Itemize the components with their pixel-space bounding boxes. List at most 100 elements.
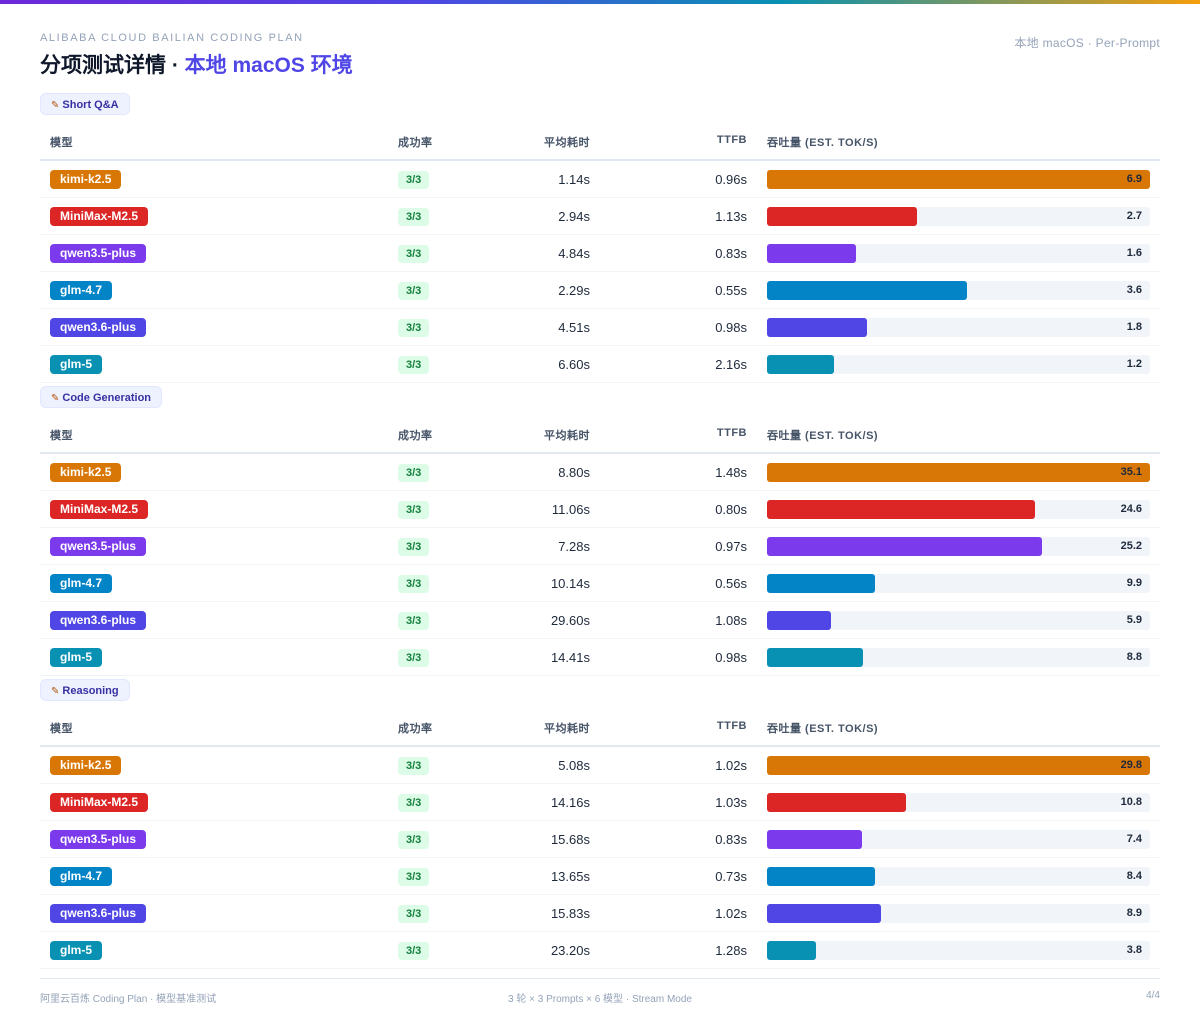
- avg-time-value: 10.14s: [550, 576, 590, 591]
- success-rate-badge: 3/3: [398, 942, 430, 960]
- page-header: ALIBABA CLOUD BAILIAN CODING PLAN 分项测试详情…: [40, 32, 1160, 78]
- page-title: 分项测试详情 · 本地 macOS 环境: [40, 49, 1160, 79]
- ttfb-value: 0.83s: [715, 832, 747, 847]
- table-row: glm-5 3/3 6.60s 2.16s 1.2: [40, 346, 1160, 383]
- ttfb-value: 0.55s: [715, 283, 747, 298]
- success-rate-badge: 3/3: [398, 245, 430, 263]
- ttfb-value: 0.80s: [715, 502, 747, 517]
- throughput-value: 29.8: [1120, 759, 1142, 771]
- throughput-bar: [767, 941, 816, 960]
- table-row: MiniMax-M2.5 3/3 14.16s 1.03s 10.8: [40, 784, 1160, 821]
- table-row: qwen3.6-plus 3/3 4.51s 0.98s 1.8: [40, 309, 1160, 346]
- throughput-bar-track: 25.2: [767, 537, 1150, 556]
- throughput-bar-track: 35.1: [767, 463, 1150, 482]
- table-row: kimi-k2.5 3/3 1.14s 0.96s 6.9: [40, 161, 1160, 198]
- throughput-bar-track: 6.9: [767, 170, 1150, 189]
- throughput-bar-track: 24.6: [767, 500, 1150, 519]
- throughput-bar: [767, 574, 875, 593]
- column-header-throughput: 吞吐量 (EST. TOK/S): [767, 723, 879, 735]
- model-badge: kimi-k2.5: [50, 170, 122, 189]
- table-row: glm-4.7 3/3 2.29s 0.55s 3.6: [40, 272, 1160, 309]
- model-badge: qwen3.5-plus: [50, 537, 147, 556]
- table-row: glm-5 3/3 14.41s 0.98s 8.8: [40, 639, 1160, 676]
- column-header-model: 模型: [50, 430, 73, 442]
- column-header-ttfb: TTFB: [716, 427, 747, 439]
- footer-page-number: 4/4: [1146, 990, 1160, 1001]
- avg-time-value: 14.41s: [550, 650, 590, 665]
- model-badge: glm-5: [50, 355, 103, 374]
- success-rate-badge: 3/3: [398, 575, 430, 593]
- avg-time-value: 15.83s: [550, 906, 590, 921]
- table-header: 模型 成功率 平均耗时 TTFB 吞吐量 (EST. TOK/S): [40, 417, 1160, 454]
- throughput-bar: [767, 904, 882, 923]
- avg-time-value: 15.68s: [550, 832, 590, 847]
- column-header-ttfb: TTFB: [716, 720, 747, 732]
- avg-time-value: 14.16s: [550, 795, 590, 810]
- throughput-bar: [767, 793, 906, 812]
- throughput-bar-track: 2.7: [767, 207, 1150, 226]
- throughput-value: 1.2: [1126, 358, 1142, 370]
- table-row: qwen3.6-plus 3/3 29.60s 1.08s 5.9: [40, 602, 1160, 639]
- throughput-bar: [767, 500, 1036, 519]
- ttfb-value: 0.73s: [715, 869, 747, 884]
- ttfb-value: 1.02s: [715, 758, 747, 773]
- throughput-value: 1.6: [1126, 247, 1142, 259]
- throughput-bar-track: 1.6: [767, 244, 1150, 263]
- throughput-value: 7.4: [1126, 833, 1142, 845]
- avg-time-value: 29.60s: [550, 613, 590, 628]
- model-badge: qwen3.5-plus: [50, 830, 147, 849]
- success-rate-badge: 3/3: [398, 757, 430, 775]
- throughput-value: 25.2: [1120, 540, 1142, 552]
- table-row: qwen3.5-plus 3/3 15.68s 0.83s 7.4: [40, 821, 1160, 858]
- model-badge: kimi-k2.5: [50, 463, 122, 482]
- ttfb-value: 0.97s: [715, 539, 747, 554]
- throughput-bar: [767, 830, 863, 849]
- model-badge: qwen3.6-plus: [50, 318, 147, 337]
- success-rate-badge: 3/3: [398, 208, 430, 226]
- throughput-bar: [767, 170, 1150, 189]
- success-rate-badge: 3/3: [398, 319, 430, 337]
- model-badge: qwen3.6-plus: [50, 611, 147, 630]
- throughput-bar-track: 3.6: [767, 281, 1150, 300]
- table-header: 模型 成功率 平均耗时 TTFB 吞吐量 (EST. TOK/S): [40, 124, 1160, 161]
- throughput-value: 1.8: [1126, 321, 1142, 333]
- throughput-bar: [767, 611, 832, 630]
- table-row: kimi-k2.5 3/3 5.08s 1.02s 29.8: [40, 747, 1160, 784]
- success-rate-badge: 3/3: [398, 794, 430, 812]
- model-badge: kimi-k2.5: [50, 756, 122, 775]
- model-badge: qwen3.6-plus: [50, 904, 147, 923]
- throughput-bar: [767, 537, 1042, 556]
- environment-tag: 本地 macOS · Per-Prompt: [1014, 36, 1160, 50]
- success-rate-badge: 3/3: [398, 464, 430, 482]
- ttfb-value: 1.08s: [715, 613, 747, 628]
- avg-time-value: 7.28s: [558, 539, 590, 554]
- table-row: kimi-k2.5 3/3 8.80s 1.48s 35.1: [40, 454, 1160, 491]
- success-rate-badge: 3/3: [398, 501, 430, 519]
- throughput-bar-track: 1.8: [767, 318, 1150, 337]
- throughput-bar-track: 8.8: [767, 648, 1150, 667]
- ttfb-value: 1.13s: [715, 209, 747, 224]
- ttfb-value: 0.56s: [715, 576, 747, 591]
- section-label: ✎ Reasoning: [40, 679, 130, 701]
- section-label-text: Short Q&A: [62, 99, 119, 111]
- ttfb-value: 0.98s: [715, 650, 747, 665]
- avg-time-value: 11.06s: [551, 502, 590, 517]
- column-header-throughput: 吞吐量 (EST. TOK/S): [767, 430, 879, 442]
- table-row: MiniMax-M2.5 3/3 11.06s 0.80s 24.6: [40, 491, 1160, 528]
- table-row: qwen3.6-plus 3/3 15.83s 1.02s 8.9: [40, 895, 1160, 932]
- throughput-value: 10.8: [1120, 796, 1142, 808]
- footer-center: 3 轮 × 3 Prompts × 6 模型 · Stream Mode: [508, 994, 692, 1005]
- page-title-main: 分项测试详情 ·: [40, 54, 185, 77]
- throughput-value: 8.8: [1126, 651, 1142, 663]
- column-header-rate: 成功率: [398, 430, 433, 442]
- success-rate-badge: 3/3: [398, 612, 430, 630]
- model-badge: MiniMax-M2.5: [50, 207, 149, 226]
- success-rate-badge: 3/3: [398, 905, 430, 923]
- throughput-value: 3.8: [1126, 944, 1142, 956]
- section-code-generation: ✎ Code Generation 模型 成功率 平均耗时 TTFB 吞吐量 (EST. T…: [40, 386, 1160, 676]
- throughput-bar: [767, 244, 856, 263]
- avg-time-value: 6.60s: [558, 357, 590, 372]
- memo-icon: ✎: [51, 100, 60, 111]
- column-header-avg: 平均耗时: [544, 723, 590, 735]
- model-badge: glm-4.7: [50, 574, 113, 593]
